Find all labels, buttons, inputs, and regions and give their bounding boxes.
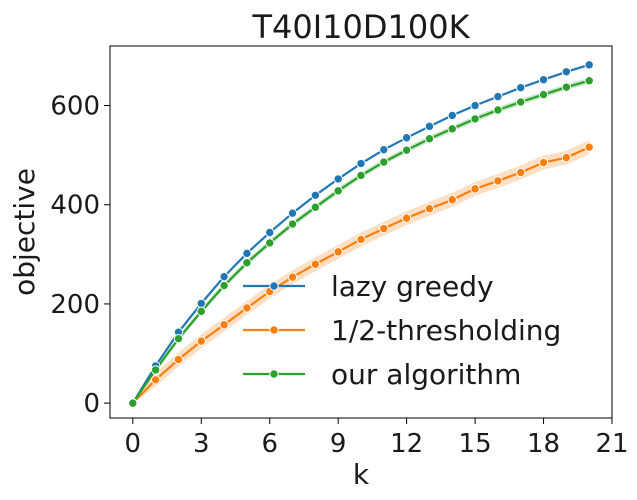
lazy-greedy-point (334, 175, 342, 183)
our-algorithm-point (562, 83, 570, 91)
1-2-thresholding-point (517, 168, 525, 176)
x-axis-label: k (353, 458, 370, 491)
our-algorithm-point (288, 220, 296, 228)
x-tick-label: 21 (595, 429, 628, 459)
lazy-greedy-point (220, 272, 228, 280)
x-tick-label: 9 (330, 429, 347, 459)
1-2-thresholding-point (174, 355, 182, 363)
y-tick-label: 600 (50, 92, 100, 122)
our-algorithm-point (402, 146, 410, 154)
our-algorithm-point (311, 203, 319, 211)
1-2-thresholding-point (220, 321, 228, 329)
our-algorithm-point (197, 307, 205, 315)
lazy-greedy-point (266, 228, 274, 236)
lazy-greedy-point (448, 111, 456, 119)
our-algorithm-point (471, 115, 479, 123)
y-tick-label: 400 (50, 191, 100, 221)
lazy-greedy-point (288, 209, 296, 217)
lazy-greedy-point (197, 299, 205, 307)
our-algorithm-point (220, 281, 228, 289)
x-tick-label: 15 (459, 429, 492, 459)
our-algorithm-point (539, 90, 547, 98)
1-2-thresholding-point (585, 143, 593, 151)
x-tick-label: 3 (193, 429, 210, 459)
1-2-thresholding-point (151, 376, 159, 384)
x-tick-label: 6 (261, 429, 278, 459)
1-2-thresholding-point (425, 204, 433, 212)
1-2-thresholding-point (288, 273, 296, 281)
lazy-greedy-point (425, 122, 433, 130)
legend: lazy greedy 1/2-thresholding our algorithm (243, 270, 561, 391)
legend-our-algorithm-label: our algorithm (331, 358, 521, 391)
x-tick-label: 18 (527, 429, 560, 459)
our-algorithm-point (494, 106, 502, 114)
legend-lazy-greedy-label: lazy greedy (331, 270, 494, 303)
our-algorithm-point (266, 239, 274, 247)
1-2-thresholding-point (334, 248, 342, 256)
x-axis-ticks: 0 3 6 9 12 15 18 21 (125, 418, 629, 459)
1-2-thresholding-point (311, 260, 319, 268)
our-algorithm-point (334, 187, 342, 195)
our-algorithm-point (380, 158, 388, 166)
x-tick-label: 0 (125, 429, 142, 459)
chart-title: T40I10D100K (251, 8, 470, 46)
1-2-thresholding-point (380, 224, 388, 232)
our-algorithm-point (448, 125, 456, 133)
y-tick-label: 0 (83, 389, 100, 419)
x-tick-label: 12 (390, 429, 423, 459)
1-2-thresholding-point (471, 185, 479, 193)
our-algorithm-point (517, 98, 525, 106)
y-tick-label: 200 (50, 290, 100, 320)
legend-lazy-greedy-marker (270, 282, 278, 290)
1-2-thresholding-point (562, 153, 570, 161)
lazy-greedy-point (494, 92, 502, 100)
our-algorithm-point (357, 171, 365, 179)
lazy-greedy-point (311, 191, 319, 199)
lazy-greedy-point (243, 249, 251, 257)
legend-1-2-thresholding-marker (270, 326, 278, 334)
lazy-greedy-point (585, 61, 593, 69)
lazy-greedy-point (517, 83, 525, 91)
lazy-greedy-point (380, 145, 388, 153)
lazy-greedy-point (562, 68, 570, 76)
1-2-thresholding-point (402, 214, 410, 222)
1-2-thresholding-point (539, 158, 547, 166)
our-algorithm-point (174, 334, 182, 342)
legend-1-2-thresholding-label: 1/2-thresholding (331, 314, 561, 347)
our-algorithm-point (129, 399, 137, 407)
1-2-thresholding-point (357, 235, 365, 243)
our-algorithm-point (151, 366, 159, 374)
1-2-thresholding-point (448, 196, 456, 204)
our-algorithm-point (425, 135, 433, 143)
our-algorithm-point (585, 77, 593, 85)
1-2-thresholding-point (243, 304, 251, 312)
lazy-greedy-point (357, 159, 365, 167)
legend-our-algorithm-marker (270, 370, 278, 378)
lazy-greedy-point (539, 76, 547, 84)
lazy-greedy-point (402, 134, 410, 142)
1-2-thresholding-point (494, 177, 502, 185)
y-axis-label: objective (8, 168, 41, 296)
lazy-greedy-point (471, 101, 479, 109)
y-axis-ticks: 0 200 400 600 (50, 92, 110, 420)
our-algorithm-point (243, 259, 251, 267)
1-2-thresholding-point (197, 337, 205, 345)
